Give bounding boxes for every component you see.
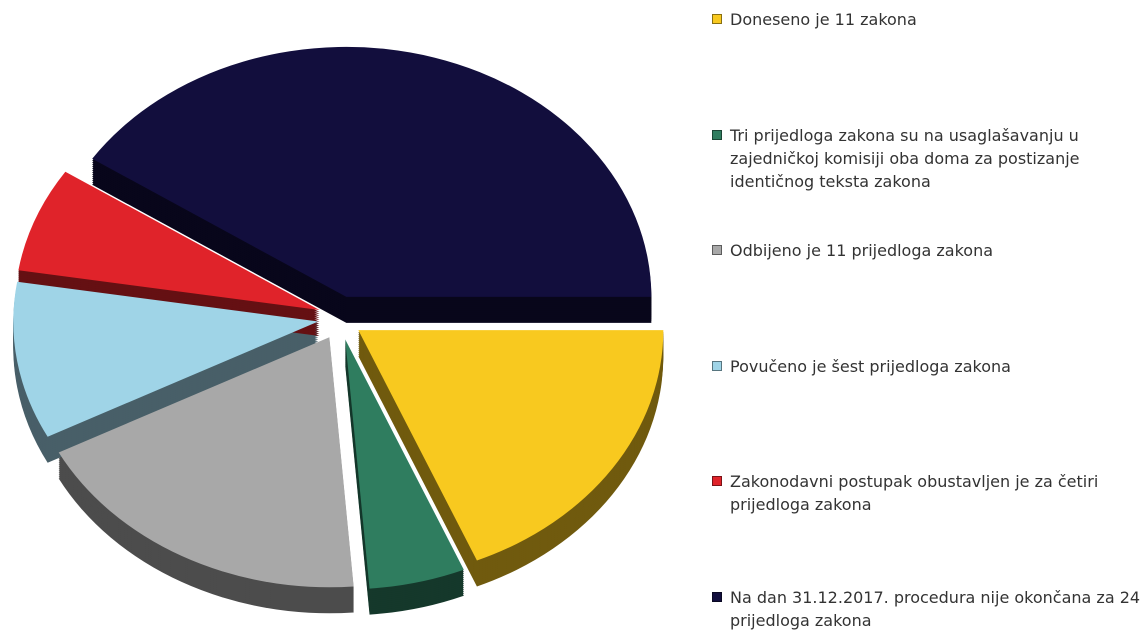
legend-label: Zakonodavni postupak obustavljen je za č… bbox=[730, 472, 1099, 514]
pie-chart bbox=[13, 46, 664, 615]
legend-swatch bbox=[712, 591, 722, 602]
legend-item: Odbijeno je 11 prijedloga zakona bbox=[712, 239, 1140, 262]
slice bbox=[345, 339, 464, 589]
legend-item: Povučeno je šest prijedloga zakona bbox=[712, 355, 1140, 378]
legend-swatch bbox=[712, 476, 722, 486]
legend-swatch bbox=[712, 129, 722, 140]
legend-swatch bbox=[712, 360, 722, 371]
slice bbox=[58, 337, 354, 588]
slice bbox=[13, 281, 319, 437]
legend-label: Povučeno je šest prijedloga zakona bbox=[730, 356, 1011, 376]
legend-label: Tri prijedloga zakona su na usaglašavanj… bbox=[730, 125, 1080, 191]
legend-item: Na dan 31.12.2017. procedura nije okonča… bbox=[712, 586, 1140, 632]
slice bbox=[92, 46, 652, 297]
legend-swatch bbox=[712, 14, 722, 24]
legend-item: Zakonodavni postupak obustavljen je za č… bbox=[712, 470, 1140, 516]
legend-item: Tri prijedloga zakona su na usaglašavanj… bbox=[712, 124, 1140, 193]
legend-item: Doneseno je 11 zakona bbox=[712, 8, 1140, 31]
legend-swatch bbox=[712, 245, 722, 255]
slice bbox=[358, 330, 664, 561]
legend-label: Na dan 31.12.2017. procedura nije okonča… bbox=[730, 587, 1140, 630]
legend-label: Doneseno je 11 zakona bbox=[730, 10, 917, 29]
legend-label: Odbijeno je 11 prijedloga zakona bbox=[730, 241, 994, 260]
slice bbox=[18, 171, 320, 310]
